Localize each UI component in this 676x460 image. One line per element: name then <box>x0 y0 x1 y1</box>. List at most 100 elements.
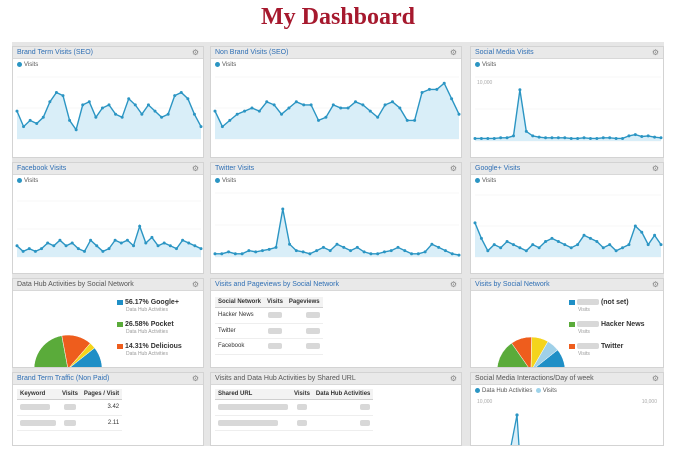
facebook-visits-chart[interactable] <box>13 185 204 271</box>
data-point[interactable] <box>653 135 657 139</box>
gear-icon[interactable]: ⚙ <box>191 374 199 383</box>
data-point[interactable] <box>74 128 78 132</box>
data-point[interactable] <box>331 103 335 107</box>
data-point[interactable] <box>427 87 431 91</box>
data-point[interactable] <box>199 247 203 251</box>
gadget-title[interactable]: Social Media Interactions/Day of week <box>475 375 594 382</box>
data-point[interactable] <box>368 109 372 113</box>
data-point[interactable] <box>588 236 592 240</box>
data-point[interactable] <box>576 243 580 247</box>
gear-icon[interactable]: ⚙ <box>449 48 457 57</box>
data-point[interactable] <box>40 247 44 251</box>
data-point[interactable] <box>531 243 535 247</box>
data-point[interactable] <box>15 109 19 113</box>
data-point[interactable] <box>563 243 567 247</box>
data-point[interactable] <box>113 238 117 242</box>
data-point[interactable] <box>376 115 380 119</box>
data-point[interactable] <box>544 136 548 140</box>
data-point[interactable] <box>160 115 164 119</box>
data-point[interactable] <box>287 106 291 110</box>
data-point[interactable] <box>281 207 285 211</box>
data-point[interactable] <box>228 118 232 122</box>
data-point[interactable] <box>107 103 111 107</box>
data-point[interactable] <box>627 243 631 247</box>
data-point[interactable] <box>420 91 424 94</box>
data-point[interactable] <box>633 133 637 137</box>
data-point[interactable] <box>621 136 625 140</box>
data-point[interactable] <box>659 136 663 140</box>
pie-slice[interactable] <box>35 347 103 368</box>
data-point[interactable] <box>101 249 105 253</box>
data-point[interactable] <box>413 118 417 122</box>
gadget-header[interactable]: Brand Term Visits (SEO) ⚙ <box>13 47 203 59</box>
column-header[interactable]: Data Hub Activities <box>312 389 374 400</box>
gear-icon[interactable]: ⚙ <box>449 280 457 289</box>
data-point[interactable] <box>107 247 111 251</box>
data-point[interactable] <box>68 118 72 122</box>
data-point[interactable] <box>640 230 644 234</box>
data-point[interactable] <box>450 97 454 101</box>
data-point[interactable] <box>640 135 644 139</box>
gadget-header[interactable]: Non Brand Visits (SEO) ⚙ <box>211 47 461 59</box>
column-header[interactable]: Pageviews <box>285 297 323 308</box>
data-point[interactable] <box>608 136 612 140</box>
gadget-header[interactable]: Social Media Visits ⚙ <box>471 47 663 59</box>
gear-icon[interactable]: ⚙ <box>651 280 659 289</box>
data-point[interactable] <box>150 235 154 239</box>
data-point[interactable] <box>486 136 490 140</box>
data-point[interactable] <box>272 103 276 107</box>
data-point[interactable] <box>511 134 515 138</box>
data-point[interactable] <box>28 118 32 122</box>
pie-slice[interactable] <box>502 349 566 368</box>
data-point[interactable] <box>479 136 483 140</box>
data-point[interactable] <box>89 238 93 242</box>
data-point[interactable] <box>511 243 515 247</box>
data-point[interactable] <box>416 252 420 256</box>
data-point[interactable] <box>280 112 284 116</box>
data-point[interactable] <box>505 240 509 243</box>
data-point[interactable] <box>353 100 357 104</box>
data-point[interactable] <box>479 236 483 240</box>
data-point[interactable] <box>174 247 178 251</box>
data-point[interactable] <box>220 125 224 129</box>
data-point[interactable] <box>257 109 261 113</box>
gadget-header[interactable]: Brand Term Traffic (Non Paid) ⚙ <box>13 373 203 385</box>
social-interactions-chart[interactable] <box>471 395 664 446</box>
data-point[interactable] <box>355 245 359 249</box>
data-point[interactable] <box>193 244 197 248</box>
data-point[interactable] <box>601 136 605 140</box>
column-header[interactable]: Visits <box>59 389 81 400</box>
data-point[interactable] <box>294 249 298 253</box>
column-header[interactable]: Social Network <box>215 297 265 308</box>
table-row[interactable]: 2.11 <box>17 415 123 432</box>
data-point[interactable] <box>537 135 541 139</box>
gadget-title[interactable]: Visits and Data Hub Activities by Shared… <box>215 375 356 382</box>
data-point[interactable] <box>235 112 239 116</box>
data-point[interactable] <box>437 245 441 249</box>
data-point[interactable] <box>33 249 37 253</box>
gear-icon[interactable]: ⚙ <box>651 48 659 57</box>
data-point[interactable] <box>621 246 625 250</box>
data-point[interactable] <box>601 246 605 250</box>
gadget-header[interactable]: Twitter Visits ⚙ <box>211 163 461 175</box>
data-point[interactable] <box>254 250 258 254</box>
data-point[interactable] <box>486 249 490 253</box>
data-point[interactable] <box>220 252 224 256</box>
data-point[interactable] <box>556 136 560 140</box>
data-point[interactable] <box>450 252 454 256</box>
data-point[interactable] <box>398 106 402 110</box>
gadget-header[interactable]: Social Media Interactions/Day of week ⚙ <box>471 373 663 385</box>
data-point[interactable] <box>58 238 62 242</box>
data-point[interactable] <box>646 134 650 138</box>
gadget-header[interactable]: Facebook Visits ⚙ <box>13 163 203 175</box>
data-point[interactable] <box>187 241 191 245</box>
visits-by-social-pie-chart[interactable] <box>471 279 664 368</box>
data-point[interactable] <box>550 236 554 240</box>
non-brand-visits-chart[interactable] <box>211 69 462 155</box>
data-point[interactable] <box>569 246 573 250</box>
data-point[interactable] <box>410 252 414 256</box>
data-point[interactable] <box>179 91 183 94</box>
data-point[interactable] <box>265 100 269 104</box>
data-point[interactable] <box>346 106 350 110</box>
data-point[interactable] <box>435 87 439 91</box>
